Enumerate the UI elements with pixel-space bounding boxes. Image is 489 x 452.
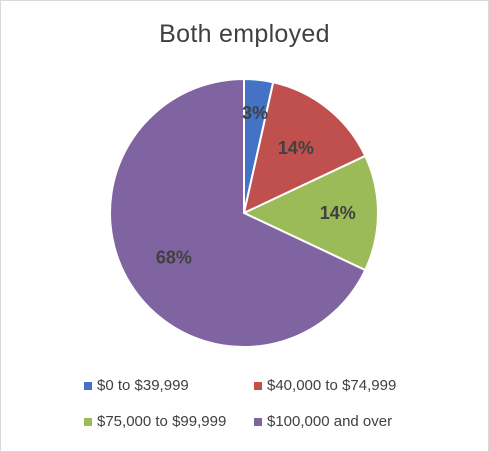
pie-slice-75000-to-99999 (241, 154, 379, 272)
pie-slice-40000-to-74999 (242, 81, 367, 215)
data-label-0-to-39999: 3% (242, 103, 268, 123)
chart-title: Both employed (159, 20, 330, 48)
data-label-40000-to-74999: 14% (278, 138, 314, 158)
data-label-100000-and-over: 68% (156, 248, 192, 268)
data-label-75000-to-99999: 14% (320, 203, 356, 223)
pie-slice-100000-and-over (109, 77, 367, 348)
